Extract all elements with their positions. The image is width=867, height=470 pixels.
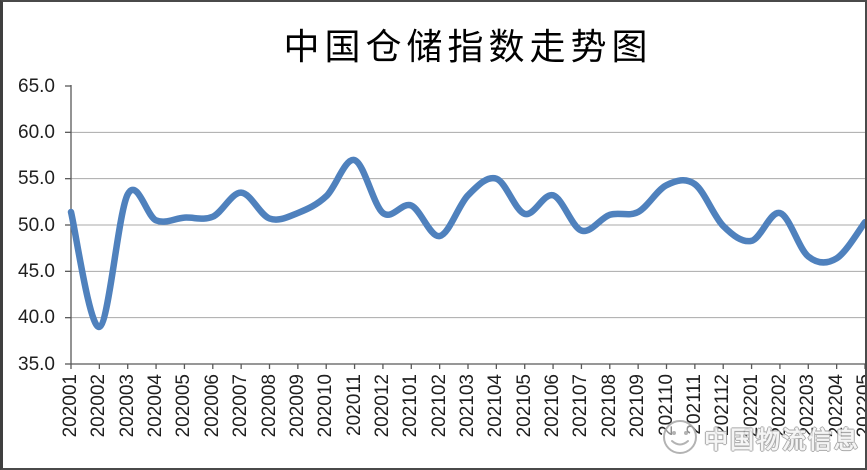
x-axis-tick-label: 202101 bbox=[400, 374, 422, 438]
y-axis-tick-label: 65.0 bbox=[18, 75, 55, 97]
x-axis-tick-label: 202005 bbox=[173, 374, 195, 438]
x-axis-tick-label: 202001 bbox=[60, 374, 81, 438]
y-axis-tick-label: 60.0 bbox=[18, 121, 55, 143]
x-axis-tick-label: 202104 bbox=[485, 374, 507, 438]
chart-title: 中国仓储指数走势图 bbox=[283, 27, 653, 67]
x-axis-tick-label: 202007 bbox=[230, 374, 252, 438]
x-axis-tick-label: 202107 bbox=[570, 374, 592, 438]
index-line-series bbox=[67, 156, 865, 331]
x-axis-tick-label: 202102 bbox=[428, 374, 450, 438]
y-axis-tick-label: 55.0 bbox=[18, 168, 55, 190]
x-axis-tick-label: 202109 bbox=[627, 374, 649, 438]
y-axis-tick-label: 40.0 bbox=[18, 307, 55, 329]
x-axis-tick-label: 202004 bbox=[145, 374, 167, 438]
x-axis-tick-label: 202108 bbox=[598, 374, 620, 438]
x-axis-tick-label: 202006 bbox=[201, 374, 223, 438]
x-axis-tick-label: 202003 bbox=[116, 374, 138, 438]
line-chart-plot-area bbox=[65, 85, 865, 369]
x-axis-tick-label: 202106 bbox=[542, 374, 564, 438]
x-axis-tick-label: 202010 bbox=[315, 374, 337, 438]
y-axis-tick-label: 50.0 bbox=[18, 214, 55, 236]
watermark: 中国物流信息 bbox=[661, 418, 860, 456]
x-axis-tick-label: 202103 bbox=[457, 374, 478, 438]
x-axis-tick-label: 202105 bbox=[513, 374, 535, 438]
x-axis-tick-label: 202011 bbox=[343, 374, 365, 436]
x-axis-tick-label: 202012 bbox=[371, 374, 393, 438]
wechat-smiley-icon bbox=[663, 420, 697, 454]
y-axis-tick-label: 35.0 bbox=[18, 353, 55, 375]
watermark-text: 中国物流信息 bbox=[704, 426, 860, 454]
y-axis-tick-label: 45.0 bbox=[18, 260, 55, 282]
x-axis-tick-label: 202002 bbox=[88, 374, 110, 438]
x-axis-tick-label: 202009 bbox=[286, 374, 308, 438]
x-axis-tick-label: 202008 bbox=[258, 374, 280, 438]
